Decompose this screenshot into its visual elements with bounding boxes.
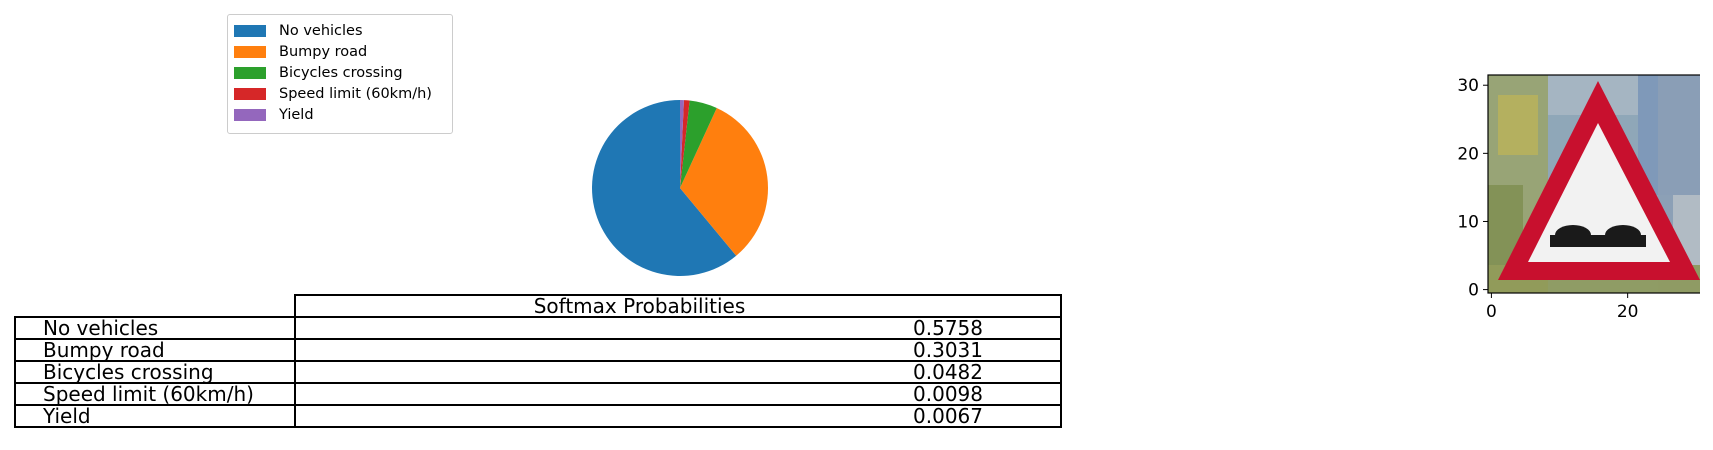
legend-item: Yield xyxy=(234,105,314,125)
table-row: No vehicles 0.5758 xyxy=(14,316,1062,340)
legend-swatch xyxy=(234,46,266,58)
legend-label: Speed limit (60km/h) xyxy=(279,86,432,102)
row-label: Bicycles crossing xyxy=(14,360,296,384)
softmax-pie-chart xyxy=(592,100,768,276)
legend-swatch xyxy=(234,67,266,79)
legend-item: Bicycles crossing xyxy=(234,63,403,83)
y-tick-label: 20 xyxy=(1457,144,1479,164)
legend-item: Bumpy road xyxy=(234,42,367,62)
table-row: Bumpy road 0.3031 xyxy=(14,338,1062,362)
image-axes-frame xyxy=(1487,74,1700,294)
pie-slice xyxy=(680,100,684,188)
y-tick-label: 0 xyxy=(1468,281,1479,301)
input-image-plot: 0 10 20 30 0 20 xyxy=(1457,74,1700,322)
row-label: Speed limit (60km/h) xyxy=(14,382,296,406)
pie-slice xyxy=(680,100,717,188)
table-corner xyxy=(15,295,295,317)
row-label: No vehicles xyxy=(14,316,296,340)
table-row: Yield 0.0067 xyxy=(14,404,1062,428)
legend-swatch xyxy=(234,109,266,121)
y-tick-label: 10 xyxy=(1457,212,1479,232)
row-label: Yield xyxy=(14,404,296,428)
legend-swatch xyxy=(234,88,266,100)
legend-label: Yield xyxy=(279,107,314,123)
softmax-table: Softmax Probabilities No vehicles 0.5758 B… xyxy=(14,294,1062,428)
pie-slice xyxy=(680,108,768,256)
legend-label: Bumpy road xyxy=(279,44,368,60)
table-header: Softmax Probabilities xyxy=(294,294,1062,318)
legend-swatch xyxy=(234,25,266,37)
pie-legend: No vehicles Bumpy road Bicycles crossing Sp… xyxy=(227,14,453,134)
row-value: 0.0098 xyxy=(294,382,1062,406)
x-tick-label: 20 xyxy=(1617,302,1639,322)
table-header-row: Softmax Probabilities xyxy=(15,294,1062,318)
x-tick-label: 0 xyxy=(1486,302,1497,322)
row-value: 0.5758 xyxy=(294,316,1062,340)
sign-photo xyxy=(1488,75,1700,293)
row-value: 0.3031 xyxy=(294,338,1062,362)
legend-label: No vehicles xyxy=(279,23,363,39)
pie-slice xyxy=(592,100,737,276)
row-value: 0.0482 xyxy=(294,360,1062,384)
row-value: 0.0067 xyxy=(294,404,1062,428)
legend-item: Speed limit (60km/h) xyxy=(234,84,432,104)
table-row: Bicycles crossing 0.0482 xyxy=(14,360,1062,384)
legend-item: No vehicles xyxy=(234,21,363,41)
row-label: Bumpy road xyxy=(14,338,296,362)
legend-label: Bicycles crossing xyxy=(279,65,403,81)
y-tick-label: 30 xyxy=(1457,76,1479,96)
table-row: Speed limit (60km/h) 0.0098 xyxy=(14,382,1062,406)
pie-slice xyxy=(680,100,690,188)
